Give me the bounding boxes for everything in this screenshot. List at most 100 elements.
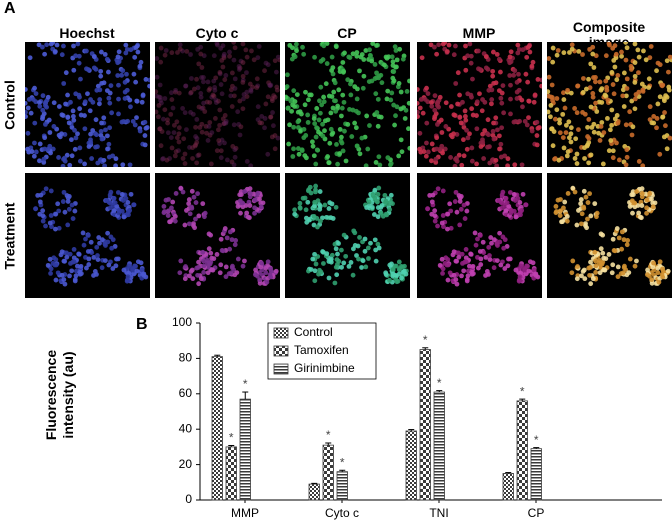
- panel-label: B: [136, 316, 148, 333]
- cell: [165, 130, 171, 136]
- cell: [361, 73, 367, 79]
- cell: [147, 83, 150, 89]
- cell: [263, 265, 269, 271]
- cell: [375, 123, 381, 129]
- cell: [255, 104, 261, 110]
- cell: [612, 64, 618, 70]
- cell: [655, 270, 661, 276]
- cell: [582, 276, 588, 282]
- cell: [429, 141, 435, 147]
- cell: [648, 44, 654, 49]
- cell: [499, 200, 505, 206]
- cell: [320, 249, 325, 254]
- cell: [616, 157, 622, 163]
- cell: [643, 191, 649, 197]
- cell: [113, 263, 119, 269]
- cell: [517, 200, 523, 205]
- cell: [633, 96, 638, 102]
- cell: [609, 270, 615, 276]
- cell: [78, 112, 84, 118]
- cell: [231, 42, 237, 45]
- cell: [116, 49, 122, 55]
- cell: [478, 262, 484, 267]
- cell: [516, 278, 522, 284]
- cell: [48, 213, 54, 218]
- bar: [225, 446, 237, 501]
- cell: [470, 112, 476, 118]
- cell: [351, 228, 357, 234]
- cell: [221, 55, 227, 61]
- cell: [632, 263, 638, 269]
- cell: [191, 86, 197, 92]
- cell: [644, 205, 650, 211]
- cell: [90, 128, 96, 133]
- cell: [402, 116, 408, 121]
- cell: [569, 270, 575, 276]
- cell: [202, 214, 207, 220]
- cell: [53, 226, 58, 232]
- error-bar: [533, 447, 540, 449]
- panel-label: A: [4, 0, 16, 17]
- cell: [318, 218, 323, 224]
- cell: [553, 204, 559, 209]
- cell: [586, 117, 592, 122]
- cell: [326, 93, 332, 99]
- cell: [333, 246, 339, 252]
- cell: [36, 42, 42, 48]
- cell: [465, 135, 471, 141]
- cell: [399, 275, 404, 281]
- cell: [207, 120, 213, 125]
- cell: [131, 202, 137, 208]
- y-tick-label: 80: [179, 351, 193, 365]
- cell: [143, 77, 149, 82]
- cell: [469, 106, 475, 112]
- cell: [155, 56, 160, 61]
- cell: [196, 152, 202, 158]
- cell: [619, 53, 624, 59]
- cell: [647, 191, 653, 197]
- cell: [665, 268, 671, 274]
- cell: [660, 268, 666, 274]
- cell: [634, 258, 639, 264]
- cell: [139, 267, 145, 273]
- cell: [574, 222, 580, 228]
- cell: [578, 221, 584, 227]
- cell: [137, 128, 143, 134]
- cell: [297, 205, 303, 210]
- cell: [208, 259, 214, 265]
- cell: [182, 222, 188, 228]
- cell: [451, 272, 457, 278]
- cell: [378, 72, 384, 78]
- cell: [182, 161, 188, 166]
- cell: [370, 42, 376, 46]
- cell: [332, 280, 338, 286]
- cell: [193, 200, 199, 205]
- cell: [139, 99, 145, 105]
- cell: [335, 251, 340, 257]
- cell: [63, 101, 68, 107]
- cell: [434, 146, 439, 152]
- cell: [265, 94, 271, 100]
- cell: [432, 213, 438, 219]
- cell: [610, 262, 616, 268]
- cell: [52, 49, 58, 54]
- cell: [51, 100, 57, 106]
- cell: [61, 258, 67, 264]
- cell: [532, 92, 538, 98]
- cell: [524, 122, 530, 128]
- cell: [513, 198, 518, 203]
- cell: [182, 151, 188, 157]
- cell: [27, 55, 33, 61]
- cell: [506, 203, 512, 209]
- cell: [354, 50, 360, 55]
- cell: [169, 50, 175, 56]
- cell: [593, 263, 599, 269]
- cell: [91, 65, 97, 71]
- cell: [343, 158, 349, 164]
- cell: [348, 92, 354, 98]
- cell: [205, 138, 211, 143]
- cell: [33, 91, 39, 96]
- cell: [508, 111, 513, 117]
- cell: [398, 137, 404, 143]
- cell: [628, 67, 634, 72]
